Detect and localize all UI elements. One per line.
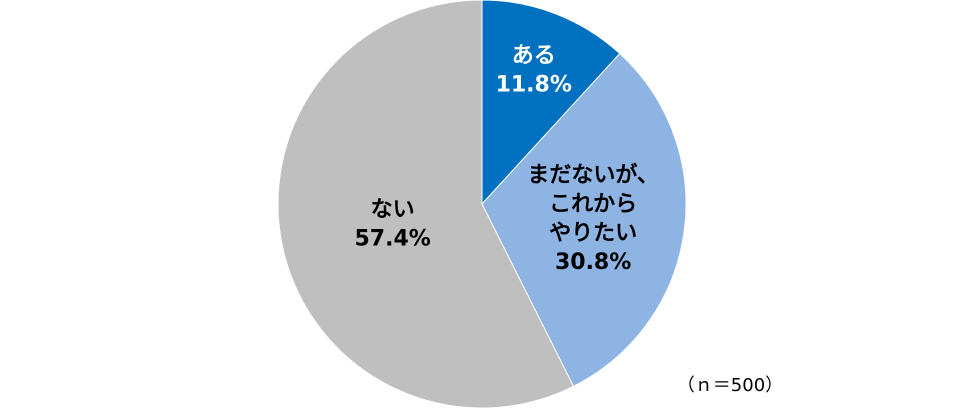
pie-slice — [481, 52, 687, 388]
value-label: 57.4% — [355, 227, 431, 252]
pie-slice — [277, 0, 575, 409]
value-label: 11.8% — [496, 72, 572, 97]
slice-label: ない — [371, 198, 415, 223]
slice-label: まだないが、これからやりたい — [527, 162, 659, 246]
value-label: 30.8% — [555, 250, 631, 275]
slice-label: ある — [512, 43, 556, 68]
sample-note: （ｎ＝500） — [677, 375, 783, 396]
pie-slice — [481, 0, 621, 206]
